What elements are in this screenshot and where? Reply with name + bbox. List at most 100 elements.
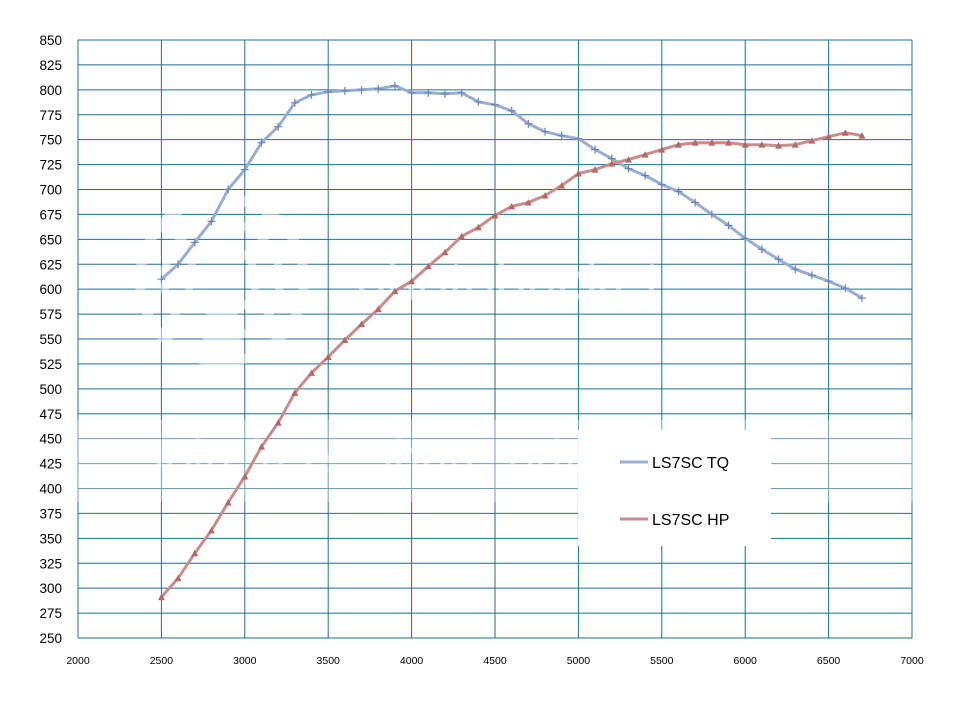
data-point-marker — [357, 85, 366, 94]
y-tick-label: 400 — [39, 482, 62, 497]
data-point-marker — [291, 389, 299, 396]
data-point-marker — [207, 526, 215, 534]
y-tick-label: 850 — [39, 33, 62, 48]
y-tick-label: 300 — [39, 581, 62, 596]
series-1 — [157, 129, 866, 601]
data-point-marker — [458, 232, 466, 240]
y-tick-label: 450 — [39, 432, 62, 447]
y-tick-label: 425 — [39, 457, 62, 472]
y-tick-label: 525 — [39, 357, 62, 372]
data-point-marker — [424, 88, 433, 97]
data-point-marker — [191, 549, 199, 557]
data-point-marker — [708, 139, 716, 146]
y-tick-label: 500 — [39, 382, 62, 397]
y-tick-label: 750 — [39, 133, 62, 148]
data-point-marker — [424, 262, 432, 270]
data-point-marker — [541, 127, 550, 136]
data-point-marker — [857, 294, 866, 303]
data-point-marker — [290, 98, 299, 107]
data-point-marker — [741, 141, 749, 148]
data-point-marker — [324, 353, 332, 360]
x-tick-label: 3000 — [233, 655, 257, 667]
y-tick-label: 700 — [39, 183, 62, 198]
legend-box — [578, 430, 771, 546]
data-point-marker — [524, 119, 533, 128]
data-point-marker — [657, 180, 666, 189]
data-point-marker — [274, 419, 282, 426]
data-point-marker — [574, 170, 582, 177]
y-tick-label: 325 — [39, 556, 62, 571]
x-tick-label: 2000 — [66, 655, 90, 667]
series-0 — [157, 81, 866, 303]
legend-label-tq: LS7SC TQ — [652, 455, 729, 472]
data-point-marker — [524, 198, 532, 206]
data-point-marker — [240, 165, 249, 174]
watermark-brand: photobucket — [355, 249, 661, 312]
x-tick-label: 6000 — [734, 655, 758, 667]
y-tick-label: 650 — [39, 232, 62, 247]
data-point-marker — [591, 166, 599, 173]
data-point-marker — [724, 221, 733, 230]
data-point-marker — [224, 498, 232, 506]
legend-label-hp: LS7SC HP — [652, 512, 729, 529]
data-point-marker — [825, 133, 833, 140]
data-point-marker — [491, 100, 499, 109]
data-point-marker — [391, 287, 399, 295]
data-point-marker — [374, 305, 382, 313]
y-tick-label: 250 — [39, 631, 62, 646]
data-point-marker — [174, 260, 183, 269]
data-point-marker — [841, 284, 850, 293]
data-point-marker — [474, 223, 482, 231]
data-point-marker — [641, 151, 649, 158]
data-point-marker — [307, 90, 316, 99]
y-tick-label: 275 — [39, 606, 62, 621]
y-tick-label: 800 — [39, 83, 62, 98]
photobucket-logo-icon — [135, 193, 309, 367]
series-lines — [157, 81, 866, 601]
y-tick-label: 350 — [39, 531, 62, 546]
data-point-marker — [374, 84, 383, 93]
y-tick-label: 475 — [39, 407, 62, 422]
data-point-marker — [157, 593, 165, 601]
data-point-marker — [858, 132, 866, 139]
data-point-marker — [608, 160, 616, 167]
x-tick-label: 3500 — [317, 655, 341, 667]
data-point-marker — [557, 131, 566, 140]
data-point-marker — [791, 141, 799, 148]
y-tick-label: 775 — [39, 108, 62, 123]
y-tick-label: 675 — [39, 207, 62, 222]
data-point-marker — [440, 89, 449, 98]
data-point-marker — [441, 248, 449, 256]
data-point-marker — [807, 271, 816, 280]
x-tick-label: 2500 — [150, 655, 174, 667]
x-tick-label: 5000 — [567, 655, 591, 667]
data-point-marker — [408, 277, 416, 285]
data-point-marker — [407, 88, 416, 97]
data-point-marker — [674, 187, 683, 196]
data-point-marker — [207, 217, 216, 226]
data-point-marker — [558, 182, 566, 189]
y-tick-label: 375 — [39, 506, 62, 521]
data-point-marker — [508, 202, 516, 210]
data-point-marker — [541, 191, 549, 199]
data-point-marker — [741, 234, 750, 243]
data-point-marker — [658, 146, 666, 153]
x-tick-label: 4500 — [483, 655, 507, 667]
data-point-marker — [390, 81, 399, 90]
x-tick-label: 7000 — [900, 655, 924, 667]
y-tick-label: 600 — [39, 282, 62, 297]
data-point-marker — [774, 255, 783, 264]
data-point-marker — [725, 139, 733, 146]
data-point-marker — [174, 574, 182, 582]
data-point-marker — [574, 134, 583, 143]
x-tick-label: 5500 — [650, 655, 674, 667]
data-point-marker — [707, 210, 716, 219]
watermark-band — [0, 420, 960, 502]
data-point-marker — [691, 198, 700, 207]
data-point-marker — [358, 320, 366, 328]
data-point-marker — [758, 141, 766, 148]
y-tick-label: 575 — [39, 307, 62, 322]
data-point-marker — [691, 139, 699, 146]
data-point-marker — [190, 238, 199, 247]
